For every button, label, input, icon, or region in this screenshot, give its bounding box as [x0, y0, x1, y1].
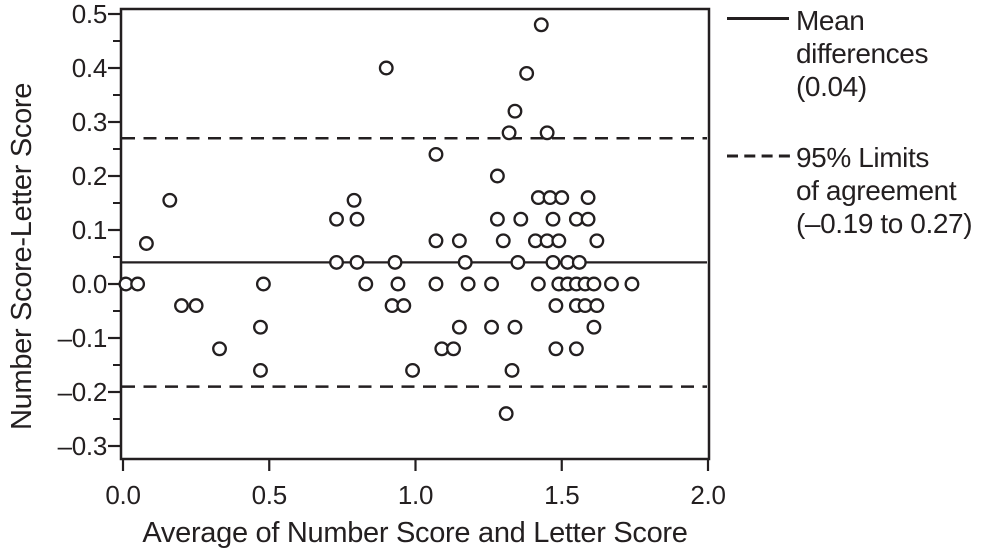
data-point	[329, 211, 344, 227]
data-point	[489, 168, 505, 184]
data-point	[253, 362, 268, 378]
data-point	[428, 276, 444, 292]
y-axis-tick-label: 0.3	[72, 107, 107, 137]
data-point	[589, 233, 605, 249]
plot-border	[119, 7, 711, 461]
data-point	[545, 211, 561, 227]
y-axis-tick-label: –0.1	[58, 323, 107, 353]
data-point	[460, 276, 476, 292]
data-point	[580, 190, 596, 206]
data-point	[188, 298, 204, 314]
data-point	[346, 192, 362, 208]
data-point	[349, 211, 365, 227]
data-point	[255, 276, 271, 292]
x-axis-tick-label: 1.5	[544, 480, 579, 510]
data-point	[530, 276, 546, 292]
x-axis-tick-label: 1.0	[398, 480, 433, 510]
data-point	[390, 276, 406, 292]
data-point	[586, 319, 602, 335]
data-point	[451, 319, 467, 335]
data-point	[428, 146, 444, 162]
data-point	[539, 125, 555, 141]
data-point	[329, 254, 344, 270]
data-point	[604, 276, 619, 292]
data-point	[396, 298, 412, 314]
data-point	[507, 319, 523, 335]
data-point	[138, 236, 154, 251]
data-point	[507, 103, 523, 119]
data-point	[349, 254, 365, 270]
data-point	[548, 298, 564, 314]
data-point	[212, 341, 227, 357]
y-axis-tick-label: 0.5	[72, 0, 107, 29]
y-axis-tick-label: –0.2	[58, 377, 107, 407]
data-point	[513, 211, 529, 227]
data-point	[378, 60, 394, 76]
y-axis-tick-label: 0.0	[72, 269, 107, 299]
y-axis-tick-label: 0.4	[72, 53, 107, 83]
data-point	[545, 254, 561, 270]
data-point	[484, 319, 500, 335]
data-point	[484, 276, 500, 292]
x-axis-tick-label: 2.0	[690, 480, 725, 510]
data-point	[501, 125, 517, 141]
data-point	[571, 254, 587, 270]
data-point	[568, 341, 584, 357]
data-point	[498, 406, 514, 422]
y-axis-title: Number Score-Letter Score	[6, 82, 38, 430]
data-point	[533, 17, 549, 33]
data-point	[580, 211, 596, 227]
x-axis-tick-label: 0.5	[252, 480, 287, 510]
x-axis-tick-label: 0.0	[105, 480, 140, 510]
data-point	[451, 233, 467, 249]
data-point	[162, 192, 178, 208]
data-point	[551, 233, 567, 249]
data-point	[554, 190, 570, 206]
data-point	[489, 211, 505, 227]
data-point	[253, 319, 268, 335]
data-point	[130, 276, 146, 292]
data-point	[428, 233, 444, 249]
data-point	[624, 276, 640, 292]
y-axis-tick-label: –0.3	[58, 431, 107, 461]
data-point	[586, 276, 602, 292]
data-point	[589, 298, 605, 314]
data-point	[519, 65, 535, 81]
data-point	[548, 341, 564, 357]
data-point	[495, 233, 511, 249]
data-point	[358, 276, 374, 292]
data-point	[510, 254, 526, 270]
data-point	[457, 254, 473, 270]
x-axis-title: Average of Number Score and Letter Score	[142, 517, 688, 549]
data-point	[174, 298, 189, 314]
data-point	[446, 341, 461, 357]
data-point	[504, 362, 520, 378]
data-point	[405, 362, 421, 378]
data-point	[387, 254, 403, 270]
y-axis-tick-label: 0.1	[72, 215, 107, 245]
y-axis-tick-label: 0.2	[72, 161, 107, 191]
